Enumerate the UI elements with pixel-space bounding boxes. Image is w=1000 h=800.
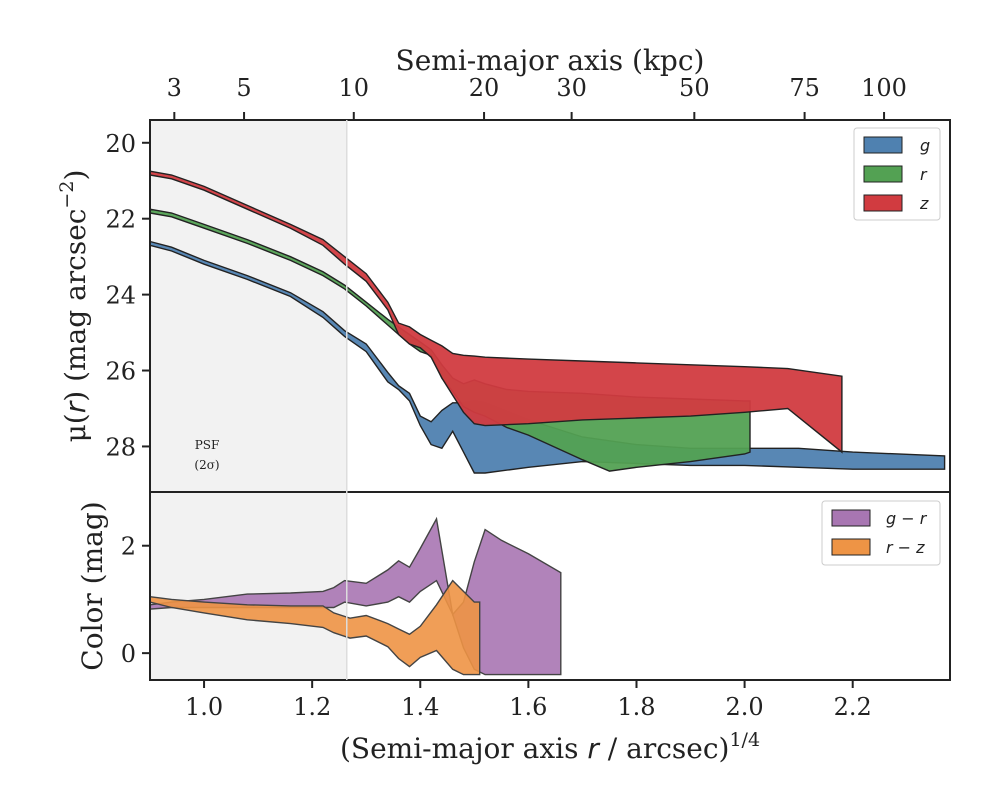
y-label-close: ) — [59, 170, 92, 181]
top-axis-tick-label: 10 — [339, 74, 370, 102]
legend-swatch-r — [863, 165, 903, 183]
top-axis-tick-label: 20 — [469, 74, 500, 102]
legend-label-z: z — [919, 194, 929, 213]
x-tick-label: 1.8 — [617, 693, 655, 721]
y-tick-label-top: 20 — [105, 130, 136, 158]
top-axis-tick-label: 5 — [236, 74, 251, 102]
x-tick-label: 1.6 — [509, 693, 547, 721]
top-axis-tick-label: 30 — [556, 74, 587, 102]
band-r-minus-z — [149, 579, 481, 676]
band-z — [149, 170, 843, 454]
x-tick-label: 2.0 — [726, 693, 764, 721]
legend-label-r: r — [920, 165, 928, 184]
top-y-axis-label: μ(r) (mag arcsec−2) — [56, 170, 92, 443]
surface-brightness-bands — [149, 170, 946, 474]
legend-label-r-minus-z: r − z — [886, 538, 925, 557]
band-g-minus-r — [149, 516, 562, 676]
top-axis-tick-label: 50 — [679, 74, 710, 102]
legend-swatch-g-minus-r — [831, 509, 871, 527]
y-tick-label-top: 22 — [105, 206, 136, 234]
bottom-y-axis-label: Color (mag) — [76, 501, 109, 670]
top-axis-tick-label: 75 — [789, 74, 820, 102]
x-tick-label: 1.0 — [185, 693, 223, 721]
legend-swatch-r-minus-z — [831, 538, 871, 556]
legend-bottom: g − r r − z — [821, 500, 941, 566]
y-label-var: r — [59, 400, 92, 413]
x-axis-label: (Semi-major axis r / arcsec)1/4 — [340, 729, 760, 765]
psf-sigma-label: (2σ) — [194, 458, 219, 472]
y-tick-label-top: 28 — [105, 433, 136, 461]
y-label-prefix: μ( — [59, 413, 92, 442]
psf-shaded-region-top — [150, 120, 347, 492]
y-label-sup: −2 — [56, 181, 78, 209]
y-label-suffix: ) (mag arcsec — [59, 209, 92, 402]
x-axis-label-suffix: / arcsec) — [599, 732, 730, 765]
x-tick-label: 1.4 — [401, 693, 439, 721]
bottom-panel-frame — [149, 491, 951, 681]
psf-label: PSF — [195, 438, 220, 452]
y-tick-label-top: 26 — [105, 358, 136, 386]
x-tick-label: 2.2 — [834, 693, 872, 721]
color-bands — [149, 516, 562, 676]
legend-swatch-z — [863, 194, 903, 212]
psf-shaded-region-bottom — [150, 492, 347, 680]
x-axis-label-var: r — [587, 732, 600, 765]
x-axis-label-sup: 1/4 — [729, 729, 760, 751]
legend-swatch-g — [863, 136, 903, 154]
x-tick-label: 1.2 — [293, 693, 331, 721]
top-axis-label: Semi-major axis (kpc) — [396, 44, 705, 77]
legend-top: g r z — [853, 127, 941, 221]
y-tick-label-bottom: 0 — [121, 640, 136, 668]
top-axis-tick-label: 3 — [167, 74, 182, 102]
axis-ticks: 20 22 24 26 28 0 2 1.0 1.2 1.4 1.6 1.8 2.0 2.2 3 5 10 20 3… — [105, 74, 907, 721]
y-tick-label-bottom: 2 — [121, 533, 136, 561]
y-tick-label-top: 24 — [105, 282, 136, 310]
legend-label-g: g — [920, 136, 930, 155]
x-axis-label-prefix: (Semi-major axis — [340, 732, 587, 765]
legend-label-g-minus-r: g − r — [886, 509, 928, 528]
top-axis-tick-label: 100 — [861, 74, 907, 102]
